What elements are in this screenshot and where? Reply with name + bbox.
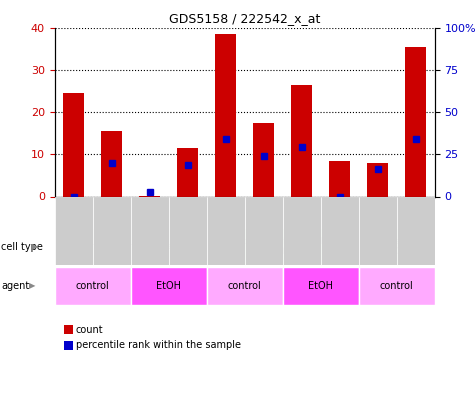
Bar xyxy=(329,161,350,196)
Bar xyxy=(283,267,359,305)
Text: undifferentiated
H1 hESC parent: undifferentiated H1 hESC parent xyxy=(365,237,428,256)
Bar xyxy=(367,163,388,196)
Bar xyxy=(101,131,122,196)
Text: differentiated neural rosettes: differentiated neural rosettes xyxy=(74,242,187,251)
Text: percentile rank within the sample: percentile rank within the sample xyxy=(76,340,241,351)
Bar xyxy=(253,123,274,196)
Text: differentiated neural
progenitor cells: differentiated neural progenitor cells xyxy=(243,237,323,256)
Bar xyxy=(63,93,84,196)
Bar xyxy=(245,196,283,265)
Title: GDS5158 / 222542_x_at: GDS5158 / 222542_x_at xyxy=(169,12,320,25)
Text: EtOH: EtOH xyxy=(156,281,181,291)
Bar xyxy=(131,196,169,265)
Bar xyxy=(283,196,321,265)
Bar xyxy=(359,267,435,305)
Text: ▶: ▶ xyxy=(32,242,39,251)
Bar xyxy=(169,196,207,265)
Bar xyxy=(131,267,207,305)
Bar xyxy=(359,196,397,265)
Bar xyxy=(93,196,131,265)
Text: agent: agent xyxy=(1,281,29,291)
Bar xyxy=(177,148,198,196)
Bar xyxy=(215,34,236,197)
Text: count: count xyxy=(76,325,104,335)
Bar xyxy=(359,228,435,265)
Text: control: control xyxy=(228,281,262,291)
Bar xyxy=(405,46,426,196)
Text: control: control xyxy=(76,281,110,291)
Bar xyxy=(321,196,359,265)
Bar xyxy=(55,196,93,265)
Bar xyxy=(397,196,435,265)
Text: cell type: cell type xyxy=(1,242,43,252)
Bar xyxy=(55,267,131,305)
Bar xyxy=(55,228,207,265)
Text: ▶: ▶ xyxy=(29,281,36,290)
Bar xyxy=(207,228,359,265)
Text: EtOH: EtOH xyxy=(308,281,333,291)
Bar xyxy=(291,84,312,196)
Text: control: control xyxy=(380,281,414,291)
Bar xyxy=(207,196,245,265)
Bar xyxy=(207,267,283,305)
